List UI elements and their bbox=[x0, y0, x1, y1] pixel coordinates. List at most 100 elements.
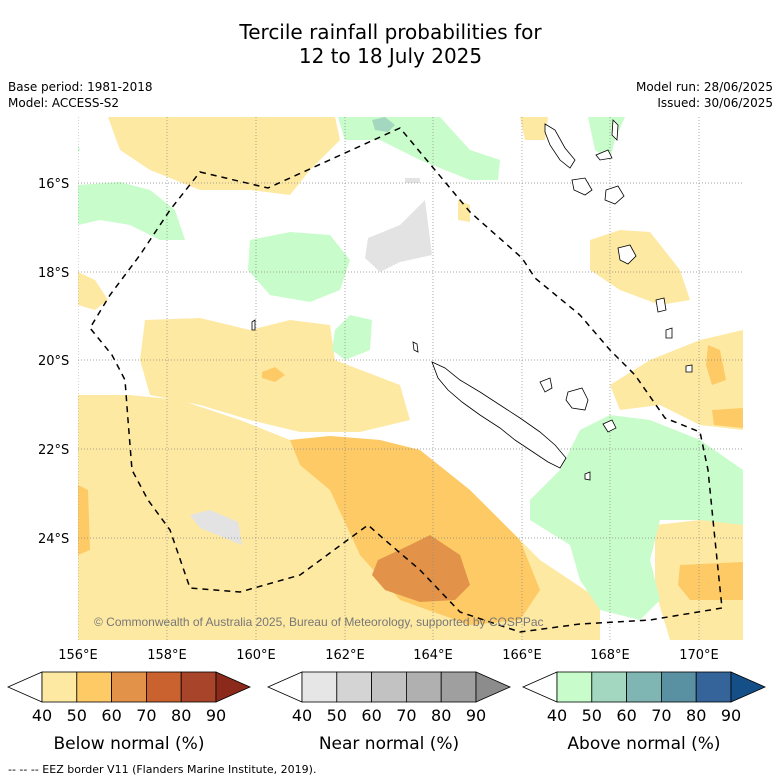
colorbar-high-cap bbox=[730, 671, 766, 703]
lat-label: 24°S bbox=[38, 532, 69, 547]
lon-label: 162°E bbox=[325, 648, 365, 663]
colorbar-low-cap bbox=[267, 671, 303, 703]
base-period: Base period: 1981-2018 bbox=[8, 80, 153, 94]
loyalty-island bbox=[539, 377, 553, 393]
above-normal-40-50-region bbox=[78, 145, 80, 152]
colorbar-swatch bbox=[405, 671, 442, 703]
near-normal-40-50-region bbox=[365, 200, 432, 272]
colorbar-title: Above normal (%) bbox=[567, 734, 720, 754]
below-normal-50-60-region bbox=[712, 408, 743, 428]
probability-fields: © Commonwealth of Australia 2025, Bureau… bbox=[78, 117, 743, 640]
below-normal-40-50-region bbox=[108, 117, 340, 195]
above-normal-40-50-region bbox=[338, 117, 500, 180]
eez-footer-note: -- -- -- EEZ border V11 (Flanders Marine… bbox=[8, 763, 317, 776]
above-normal-40-50-region bbox=[78, 182, 185, 240]
eez-border bbox=[89, 127, 723, 633]
below-normal-40-50-region bbox=[520, 117, 548, 140]
above-normal-40-50-region bbox=[530, 415, 743, 620]
colorbar-swatch bbox=[301, 671, 338, 703]
colorbar-swatch bbox=[111, 671, 147, 703]
lon-label: 156°E bbox=[58, 648, 98, 663]
vanuatu-island bbox=[665, 327, 673, 339]
vanuatu-island bbox=[617, 244, 637, 265]
colorbar-low-cap bbox=[522, 671, 558, 703]
colorbar-tick-label: 60 bbox=[361, 706, 381, 725]
above-normal-40-50-region bbox=[248, 232, 350, 302]
colorbar-swatch bbox=[661, 671, 697, 703]
graticule bbox=[78, 117, 743, 640]
colorbar-swatch bbox=[556, 671, 593, 703]
lat-label: 22°S bbox=[38, 443, 69, 458]
colorbar-tick-label: 60 bbox=[616, 706, 636, 725]
vanuatu-island bbox=[604, 185, 625, 205]
loyalty-island bbox=[602, 419, 617, 433]
issued-date: Issued: 30/06/2025 bbox=[657, 96, 773, 110]
colorbar-title: Below normal (%) bbox=[54, 734, 205, 754]
near-normal-40-50-region bbox=[190, 510, 242, 545]
vanuatu-island bbox=[571, 177, 593, 196]
below-normal-50-60-region bbox=[290, 436, 540, 625]
colorbar-tick-label: 90 bbox=[206, 706, 226, 725]
colorbar-tick-label: 80 bbox=[431, 706, 451, 725]
above-normal-40-50-region bbox=[332, 315, 372, 360]
colorbar-tick-label: 70 bbox=[136, 706, 156, 725]
vanuatu-island bbox=[611, 119, 619, 141]
colorbar-tick-label: 50 bbox=[327, 706, 347, 725]
below-normal-50-60-region bbox=[706, 345, 726, 385]
colorbar-tick-label: 90 bbox=[721, 706, 741, 725]
colorbar-low-cap bbox=[7, 671, 43, 703]
colorbar-high-cap bbox=[215, 671, 251, 703]
title-line-2: 12 to 18 July 2025 bbox=[298, 44, 483, 68]
colorbar-swatch bbox=[336, 671, 372, 703]
colorbar-tick-label: 70 bbox=[651, 706, 671, 725]
copyright-notice: © Commonwealth of Australia 2025, Bureau… bbox=[94, 615, 544, 629]
colorbar-swatch bbox=[591, 671, 627, 703]
vanuatu-island bbox=[544, 123, 576, 169]
colorbar-swatch bbox=[695, 671, 732, 703]
lat-label: 18°S bbox=[38, 266, 69, 281]
vanuatu-island bbox=[595, 149, 613, 161]
model-name: Model: ACCESS-S2 bbox=[8, 96, 120, 110]
longitude-labels: 156°E 158°E 160°E 162°E 164°E 166°E 168°… bbox=[58, 648, 719, 663]
colorbar-tick-label: 80 bbox=[686, 706, 706, 725]
colorbar-tick-label: 40 bbox=[32, 706, 52, 725]
latitude-labels: 16°S 18°S 20°S 22°S 24°S bbox=[38, 177, 69, 547]
lon-label: 170°E bbox=[679, 648, 719, 663]
coastlines bbox=[251, 119, 693, 481]
model-run: Model run: 28/06/2025 bbox=[635, 80, 773, 94]
colorbar-tick-label: 70 bbox=[396, 706, 416, 725]
island bbox=[584, 471, 591, 481]
below-normal-60-70-region bbox=[372, 535, 470, 602]
below-normal-40-50-region bbox=[78, 272, 108, 310]
colorbar-tick-label: 60 bbox=[101, 706, 121, 725]
colorbar-swatch bbox=[180, 671, 217, 703]
colorbar: 40 50 60 70 80 90 Near normal (%) bbox=[267, 671, 511, 754]
island bbox=[412, 341, 419, 353]
near-normal-40-50-region bbox=[405, 178, 420, 183]
loyalty-island bbox=[565, 387, 589, 411]
island bbox=[685, 364, 693, 373]
below-normal-40-50-region bbox=[590, 230, 690, 305]
below-normal-50-60-region bbox=[678, 562, 743, 600]
colorbar-tick-label: 40 bbox=[292, 706, 312, 725]
colorbar-swatch bbox=[440, 671, 477, 703]
vanuatu-island bbox=[655, 297, 667, 313]
colorbar-swatch bbox=[145, 671, 182, 703]
colorbar-swatch bbox=[41, 671, 78, 703]
colorbar-tick-label: 50 bbox=[582, 706, 602, 725]
colorbar-high-cap bbox=[475, 671, 511, 703]
lon-label: 168°E bbox=[590, 648, 630, 663]
lon-label: 166°E bbox=[502, 648, 542, 663]
lat-label: 20°S bbox=[38, 354, 69, 369]
colorbar-swatch bbox=[626, 671, 662, 703]
above-normal-50-60-region bbox=[372, 117, 395, 132]
colorbar-tick-label: 80 bbox=[171, 706, 191, 725]
below-normal-50-60-region bbox=[78, 485, 90, 555]
colorbar-tick-label: 50 bbox=[67, 706, 87, 725]
colorbar-swatch bbox=[76, 671, 113, 703]
colorbar-tick-label: 90 bbox=[466, 706, 486, 725]
colorbar-tick-label: 40 bbox=[547, 706, 567, 725]
